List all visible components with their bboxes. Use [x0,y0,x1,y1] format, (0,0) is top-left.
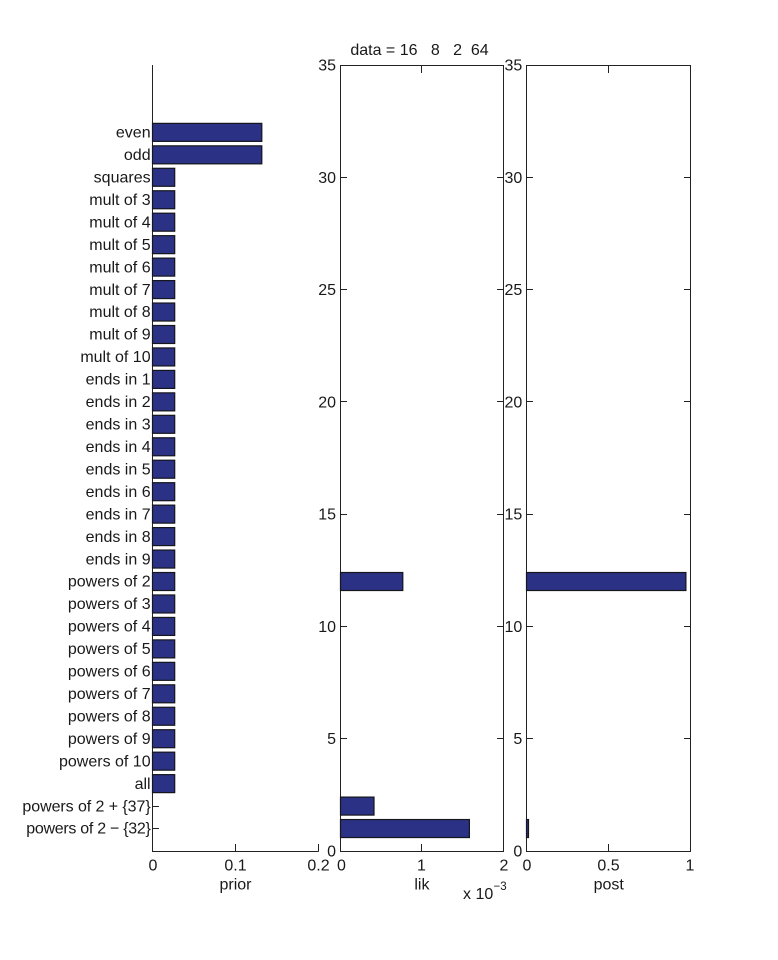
svg-text:1: 1 [686,858,695,875]
svg-text:mult of 7: mult of 7 [89,282,150,299]
svg-text:ends in 8: ends in 8 [86,529,151,546]
svg-text:mult of 6: mult of 6 [89,259,150,276]
svg-text:0: 0 [523,858,532,875]
svg-text:powers of 5: powers of 5 [68,641,151,658]
svg-text:powers of 2: powers of 2 [68,574,151,591]
svg-text:squares: squares [94,169,151,186]
svg-text:powers of 10: powers of 10 [59,753,151,770]
svg-text:30: 30 [505,170,523,187]
svg-text:powers of 2 + {37}: powers of 2 + {37} [22,798,151,815]
svg-text:ends in 1: ends in 1 [86,372,151,389]
svg-text:powers of 3: powers of 3 [68,596,151,613]
svg-text:15: 15 [318,507,336,524]
svg-text:mult of 4: mult of 4 [89,214,150,231]
svg-text:mult of 8: mult of 8 [89,304,150,321]
svg-text:mult of 3: mult of 3 [89,192,150,209]
svg-text:10: 10 [505,619,523,636]
svg-text:0: 0 [337,858,346,875]
svg-text:x 10: x 10 [463,886,493,903]
svg-text:mult of 10: mult of 10 [80,349,150,366]
svg-text:even: even [116,125,151,142]
svg-text:ends in 3: ends in 3 [86,417,151,434]
svg-text:10: 10 [318,619,336,636]
svg-text:15: 15 [505,507,523,524]
svg-text:ends in 9: ends in 9 [86,551,151,568]
svg-text:powers of 7: powers of 7 [68,686,151,703]
svg-text:35: 35 [505,58,523,75]
svg-text:all: all [135,776,151,793]
svg-text:1: 1 [417,858,426,875]
svg-text:0: 0 [327,844,336,861]
svg-text:−3: −3 [494,881,507,893]
svg-text:20: 20 [505,394,523,411]
svg-text:25: 25 [318,282,336,299]
svg-text:0.1: 0.1 [224,858,246,875]
svg-text:mult of 5: mult of 5 [89,237,150,254]
svg-text:0: 0 [513,844,522,861]
svg-text:mult of 9: mult of 9 [89,327,150,344]
svg-text:prior: prior [219,877,252,894]
svg-text:0: 0 [149,858,158,875]
svg-text:2: 2 [500,858,509,875]
svg-text:0.5: 0.5 [597,858,619,875]
svg-text:post: post [594,877,625,894]
svg-text:ends in 6: ends in 6 [86,484,151,501]
svg-text:ends in 2: ends in 2 [86,394,151,411]
svg-text:20: 20 [318,394,336,411]
svg-text:powers of 4: powers of 4 [68,619,151,636]
svg-text:powers of 6: powers of 6 [68,664,151,681]
svg-text:ends in 7: ends in 7 [86,506,151,523]
svg-text:5: 5 [513,731,522,748]
svg-text:0.2: 0.2 [307,858,329,875]
svg-text:data = 16 8 2 64: data = 16 8 2 64 [350,42,488,59]
svg-text:powers of 8: powers of 8 [68,708,151,725]
svg-text:odd: odd [124,147,151,164]
svg-text:lik: lik [414,877,430,894]
svg-text:powers of 2 − {32}: powers of 2 − {32} [26,821,151,838]
svg-text:5: 5 [327,731,336,748]
svg-text:25: 25 [505,282,523,299]
svg-text:30: 30 [318,170,336,187]
svg-text:ends in 4: ends in 4 [86,439,151,456]
svg-text:ends in 5: ends in 5 [86,461,151,478]
svg-text:powers of 9: powers of 9 [68,731,151,748]
svg-text:35: 35 [318,58,336,75]
